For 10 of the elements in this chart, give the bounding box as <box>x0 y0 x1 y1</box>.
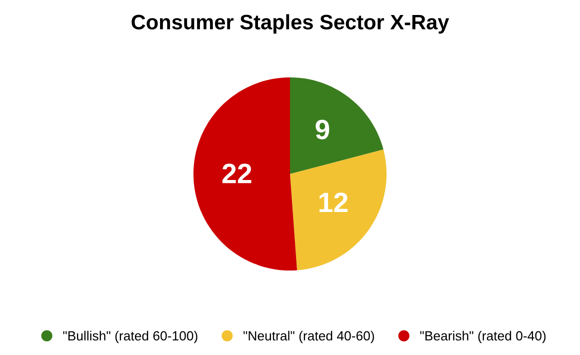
data-label: 22 <box>222 164 252 184</box>
pie-slice <box>290 150 387 270</box>
legend-label: "Bearish" (rated 0-40) <box>420 330 546 344</box>
pie-slice <box>290 77 384 174</box>
chart-title: Consumer Staples Sector X-Ray <box>132 14 450 34</box>
data-label: 9 <box>316 120 330 140</box>
legend-label: "Bullish" (rated 60-100) <box>63 330 198 344</box>
data-label: 12 <box>319 192 348 212</box>
pie-slice <box>193 77 298 271</box>
legend-label: "Neutral" (rated 40-60) <box>244 330 374 344</box>
